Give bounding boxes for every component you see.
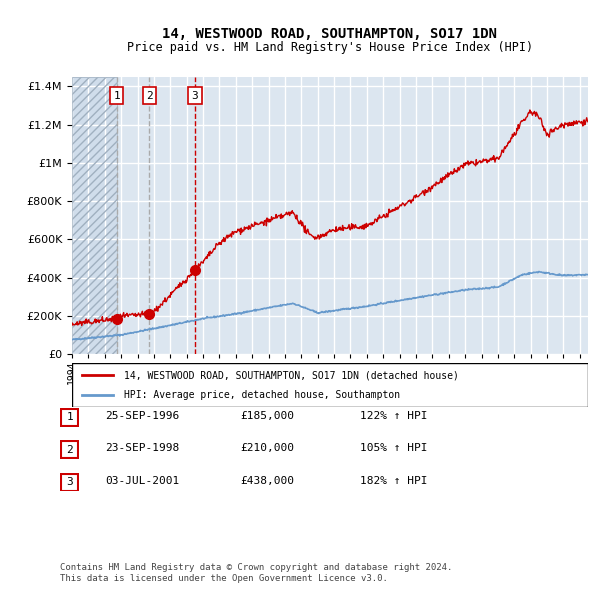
Text: Contains HM Land Registry data © Crown copyright and database right 2024.
This d: Contains HM Land Registry data © Crown c…: [60, 563, 452, 583]
FancyBboxPatch shape: [61, 474, 78, 490]
Text: HPI: Average price, detached house, Southampton: HPI: Average price, detached house, Sout…: [124, 390, 400, 399]
Text: 3: 3: [66, 477, 73, 487]
Text: £438,000: £438,000: [240, 476, 294, 486]
FancyBboxPatch shape: [61, 441, 78, 458]
Text: 2: 2: [66, 445, 73, 454]
Text: 1: 1: [113, 91, 120, 101]
Text: 14, WESTWOOD ROAD, SOUTHAMPTON, SO17 1DN (detached house): 14, WESTWOOD ROAD, SOUTHAMPTON, SO17 1DN…: [124, 371, 458, 380]
Bar: [72, 77, 117, 354]
Text: 14, WESTWOOD ROAD, SOUTHAMPTON, SO17 1DN: 14, WESTWOOD ROAD, SOUTHAMPTON, SO17 1DN: [163, 27, 497, 41]
Text: 182% ↑ HPI: 182% ↑ HPI: [360, 476, 427, 486]
Text: 03-JUL-2001: 03-JUL-2001: [105, 476, 179, 486]
Text: 2: 2: [146, 91, 153, 101]
Text: 3: 3: [191, 91, 198, 101]
FancyBboxPatch shape: [72, 363, 588, 407]
Text: Price paid vs. HM Land Registry's House Price Index (HPI): Price paid vs. HM Land Registry's House …: [127, 41, 533, 54]
FancyBboxPatch shape: [61, 409, 78, 425]
Text: 1: 1: [66, 412, 73, 422]
Text: 122% ↑ HPI: 122% ↑ HPI: [360, 411, 427, 421]
Text: 105% ↑ HPI: 105% ↑ HPI: [360, 444, 427, 453]
Text: 23-SEP-1998: 23-SEP-1998: [105, 444, 179, 453]
Text: £210,000: £210,000: [240, 444, 294, 453]
Text: 25-SEP-1996: 25-SEP-1996: [105, 411, 179, 421]
Text: £185,000: £185,000: [240, 411, 294, 421]
Bar: [72, 77, 117, 354]
